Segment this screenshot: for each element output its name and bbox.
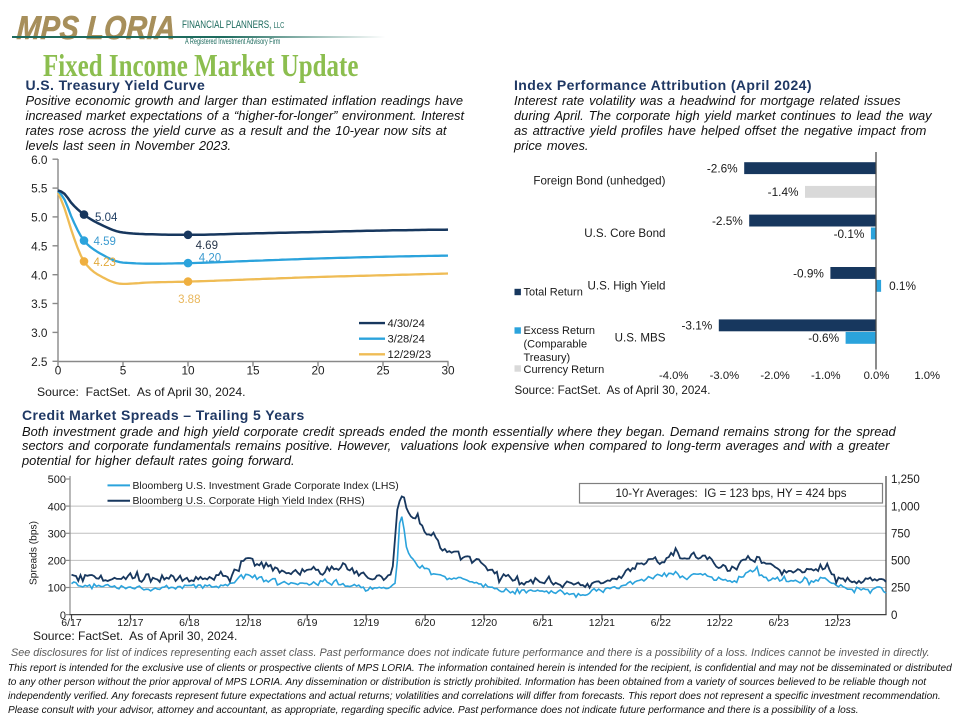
svg-text:200: 200	[48, 556, 66, 568]
svg-text:0: 0	[60, 610, 66, 622]
svg-text:6/21: 6/21	[533, 617, 554, 629]
svg-text:3.5: 3.5	[31, 297, 48, 311]
svg-text:12/23: 12/23	[824, 617, 850, 629]
svg-text:U.S. High Yield: U.S. High Yield	[588, 279, 666, 292]
svg-text:15: 15	[246, 364, 260, 378]
svg-text:-0.6%: -0.6%	[808, 331, 839, 345]
svg-text:25: 25	[376, 364, 390, 378]
svg-text:-0.1%: -0.1%	[834, 227, 865, 241]
svg-text:4/30/24: 4/30/24	[388, 318, 425, 330]
svg-text:0.1%: 0.1%	[889, 279, 916, 293]
svg-text:6/23: 6/23	[768, 617, 789, 629]
svg-text:0.0%: 0.0%	[864, 370, 890, 382]
svg-text:10: 10	[181, 364, 195, 378]
svg-text:6/18: 6/18	[179, 617, 200, 629]
svg-text:4.23: 4.23	[94, 257, 116, 269]
svg-text:12/29/23: 12/29/23	[388, 349, 432, 361]
svg-text:30: 30	[441, 364, 455, 378]
svg-text:1.0%: 1.0%	[914, 370, 940, 382]
svg-text:Excess Return: Excess Return	[524, 325, 596, 337]
svg-text:12/22: 12/22	[707, 617, 733, 629]
svg-text:6.0: 6.0	[31, 153, 48, 167]
svg-text:Treasury): Treasury)	[524, 352, 571, 364]
svg-text:3/28/24: 3/28/24	[388, 334, 425, 346]
svg-text:5.5: 5.5	[31, 182, 48, 196]
svg-text:Spreads (bps): Spreads (bps)	[29, 521, 40, 585]
svg-text:10-Yr Averages: IG = 123 bps,: 10-Yr Averages: IG = 123 bps, HY = 424 b…	[616, 488, 847, 500]
svg-text:20: 20	[311, 364, 325, 378]
svg-text:1,250: 1,250	[891, 474, 920, 486]
svg-text:Total Return: Total Return	[524, 287, 583, 299]
svg-text:250: 250	[891, 583, 910, 595]
svg-text:12/21: 12/21	[589, 617, 615, 629]
svg-text:12/20: 12/20	[471, 617, 497, 629]
svg-text:5.04: 5.04	[95, 212, 118, 224]
svg-text:(Comparable: (Comparable	[524, 339, 588, 351]
svg-text:-3.1%: -3.1%	[681, 319, 712, 333]
svg-text:4.59: 4.59	[94, 236, 116, 248]
svg-text:-4.0%: -4.0%	[659, 370, 689, 382]
svg-text:-2.0%: -2.0%	[760, 370, 790, 382]
svg-text:1,000: 1,000	[891, 501, 920, 513]
svg-text:-3.0%: -3.0%	[710, 370, 740, 382]
svg-text:6/19: 6/19	[297, 617, 318, 629]
svg-text:5: 5	[120, 364, 127, 378]
svg-text:3.88: 3.88	[178, 294, 200, 306]
svg-text:0: 0	[55, 364, 62, 378]
svg-text:3.0: 3.0	[31, 326, 48, 340]
svg-text:-2.6%: -2.6%	[707, 162, 738, 176]
svg-text:500: 500	[891, 556, 910, 568]
svg-text:400: 400	[48, 501, 66, 513]
svg-text:5.0: 5.0	[31, 211, 48, 225]
svg-text:6/20: 6/20	[415, 617, 436, 629]
svg-text:12/17: 12/17	[117, 617, 143, 629]
svg-text:Bloomberg U.S. Corporate High: Bloomberg U.S. Corporate High Yield Inde…	[133, 496, 365, 507]
svg-text:Bloomberg U.S. Investment Grad: Bloomberg U.S. Investment Grade Corporat…	[133, 481, 399, 492]
svg-text:0: 0	[891, 610, 897, 622]
svg-text:500: 500	[48, 474, 66, 486]
svg-text:U.S. Core Bond: U.S. Core Bond	[584, 227, 665, 240]
svg-text:U.S. MBS: U.S. MBS	[615, 332, 666, 345]
svg-text:12/18: 12/18	[235, 617, 261, 629]
svg-text:12/19: 12/19	[353, 617, 379, 629]
svg-text:Foreign Bond (unhedged): Foreign Bond (unhedged)	[533, 175, 665, 188]
svg-text:-1.0%: -1.0%	[811, 370, 841, 382]
svg-text:4.20: 4.20	[199, 253, 221, 265]
svg-text:-2.5%: -2.5%	[712, 214, 743, 228]
svg-text:4.0: 4.0	[31, 268, 48, 282]
svg-text:6/22: 6/22	[651, 617, 672, 629]
svg-text:750: 750	[891, 529, 910, 541]
svg-text:-1.4%: -1.4%	[768, 185, 799, 199]
svg-text:6/17: 6/17	[61, 617, 82, 629]
svg-text:4.69: 4.69	[196, 240, 218, 252]
svg-text:2.5: 2.5	[31, 355, 48, 369]
svg-text:4.5: 4.5	[31, 239, 48, 253]
svg-text:Currency Return: Currency Return	[524, 364, 605, 376]
svg-text:-0.9%: -0.9%	[793, 266, 824, 280]
svg-text:300: 300	[48, 529, 66, 541]
svg-text:100: 100	[48, 583, 66, 595]
